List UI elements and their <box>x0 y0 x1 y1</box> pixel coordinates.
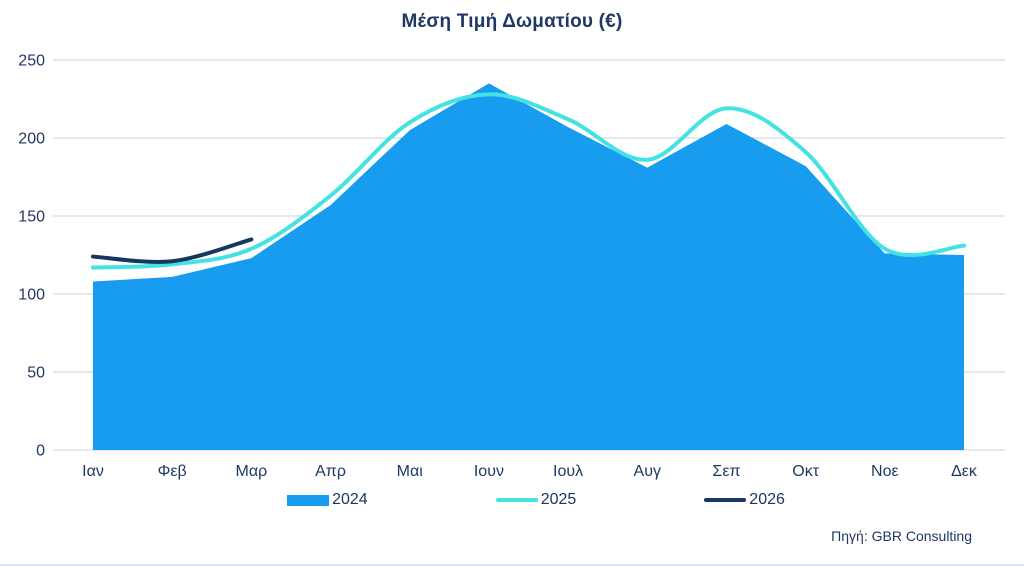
line-swatch-icon <box>495 498 538 502</box>
x-tick-label: Οκτ <box>792 463 819 480</box>
x-tick-label: Ιουλ <box>553 463 583 480</box>
source-note: Πηγή: GBR Consulting <box>831 528 972 544</box>
x-tick-label: Νοε <box>871 463 899 480</box>
x-tick-label: Δεκ <box>951 463 978 480</box>
x-tick-label: Απρ <box>315 463 346 480</box>
line-series-2026 <box>91 237 254 264</box>
legend-label: 2025 <box>540 491 577 508</box>
x-tick-label: Φεβ <box>158 463 187 480</box>
x-tick-label: Ιουν <box>474 463 504 480</box>
x-tick-label: Μαι <box>397 463 424 480</box>
legend-item-2024: 2024 <box>287 491 368 509</box>
chart-legend: 2024 2025 2026 <box>24 491 1024 509</box>
y-tick-label: 200 <box>18 131 45 148</box>
legend-item-2025: 2025 <box>495 491 577 509</box>
y-tick-label: 250 <box>18 53 45 70</box>
y-tick-label: 50 <box>27 365 45 382</box>
y-tick-label: 150 <box>18 209 45 226</box>
line-swatch-icon <box>704 498 747 502</box>
legend-label: 2024 <box>332 491 368 508</box>
area-series-2024 <box>93 83 964 451</box>
legend-item-2026: 2026 <box>704 491 785 509</box>
legend-label: 2026 <box>749 491 785 508</box>
line-series-2025 <box>91 92 966 270</box>
area-swatch-icon <box>287 494 330 506</box>
x-tick-label: Μαρ <box>236 463 268 480</box>
x-tick-label: Σεπ <box>712 463 740 480</box>
y-tick-label: 0 <box>36 443 45 460</box>
x-tick-label: Αυγ <box>634 463 661 480</box>
chart-title: Μέση Τιμή Δωματίου (€) <box>401 11 623 32</box>
y-tick-label: 100 <box>18 287 45 304</box>
x-tick-label: Ιαν <box>82 463 104 480</box>
